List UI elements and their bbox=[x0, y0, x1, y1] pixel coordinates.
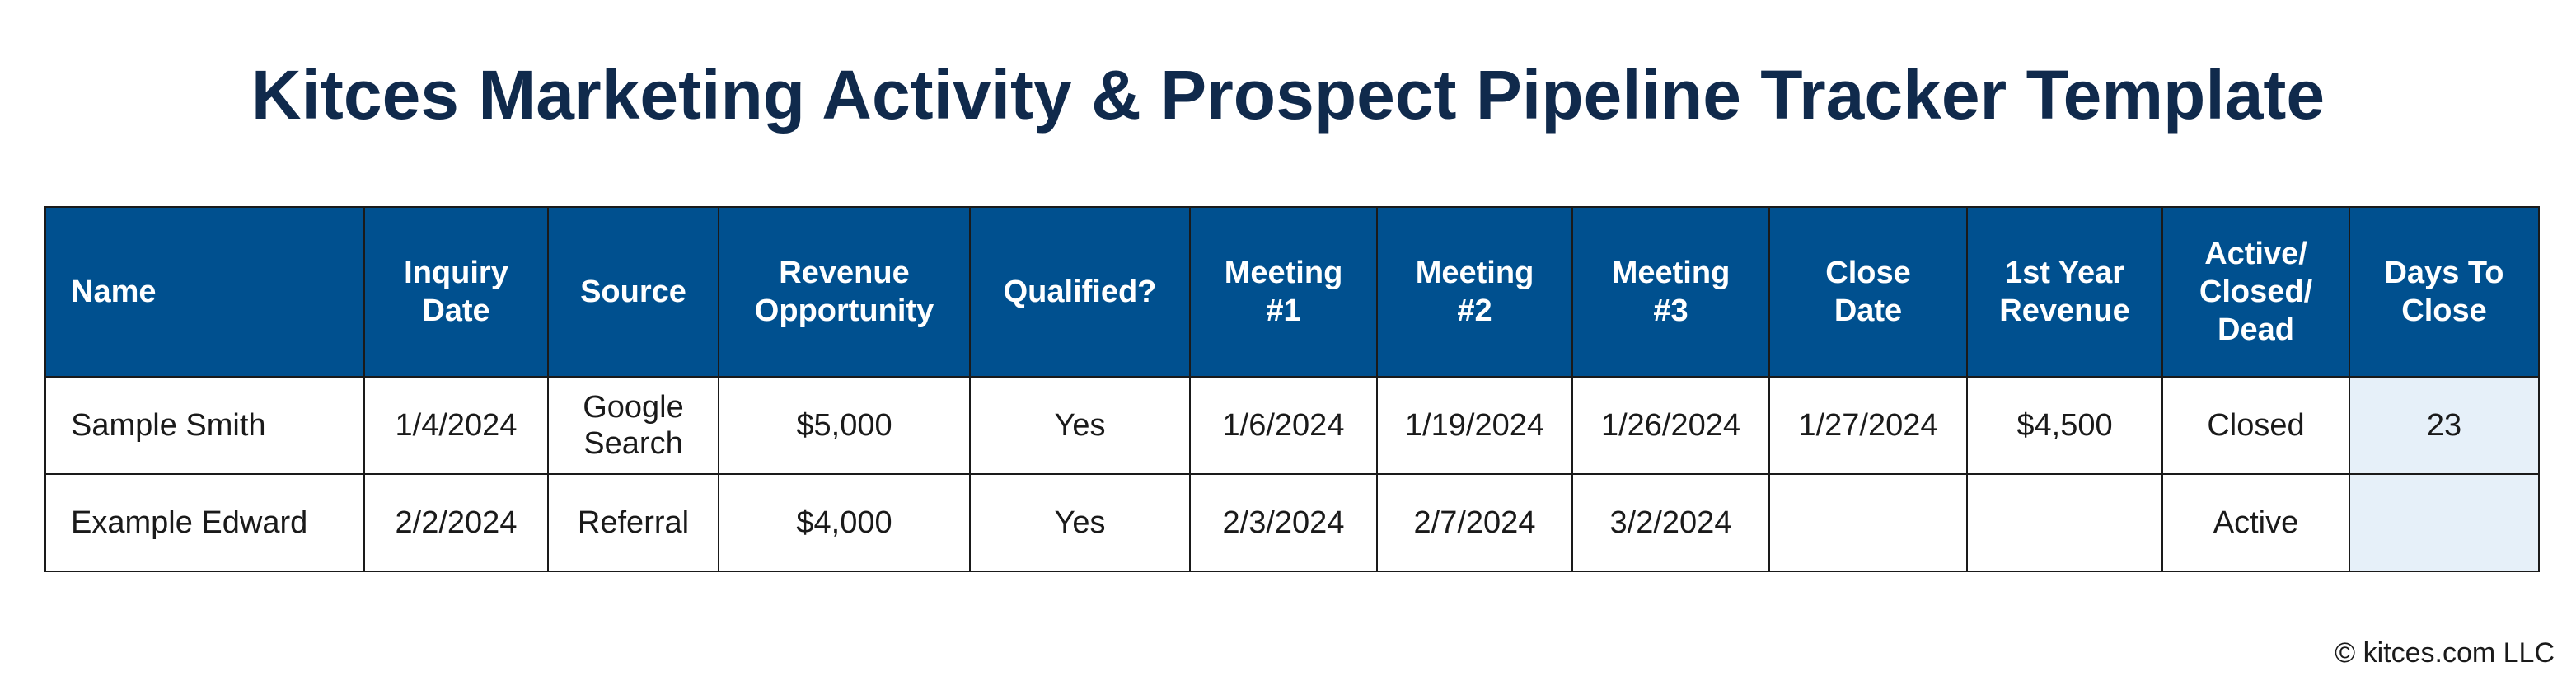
cell-name: Example Edward bbox=[44, 473, 365, 572]
header-name: Name bbox=[44, 206, 365, 378]
cell-meeting-2: 2/7/2024 bbox=[1376, 473, 1573, 572]
table-row: Example Edward 2/2/2024 Referral $4,000 … bbox=[44, 473, 2540, 572]
table-row: Sample Smith 1/4/2024 Google Search $5,0… bbox=[44, 376, 2540, 475]
cell-first-year-revenue bbox=[1966, 473, 2163, 572]
cell-meeting-1: 2/3/2024 bbox=[1189, 473, 1378, 572]
header-first-year-revenue: 1st Year Revenue bbox=[1966, 206, 2163, 378]
cell-meeting-2: 1/19/2024 bbox=[1376, 376, 1573, 475]
cell-revenue-opportunity: $4,000 bbox=[718, 473, 971, 572]
header-qualified: Qualified? bbox=[969, 206, 1191, 378]
cell-source: Referral bbox=[547, 473, 719, 572]
cell-status: Closed bbox=[2161, 376, 2350, 475]
page-title: Kitces Marketing Activity & Prospect Pip… bbox=[251, 56, 2325, 134]
header-meeting-2: Meeting #2 bbox=[1376, 206, 1573, 378]
header-row: Name Inquiry Date Source Revenue Opportu… bbox=[44, 206, 2540, 378]
header-meeting-1: Meeting #1 bbox=[1189, 206, 1378, 378]
cell-meeting-1: 1/6/2024 bbox=[1189, 376, 1378, 475]
cell-meeting-3: 1/26/2024 bbox=[1571, 376, 1770, 475]
cell-qualified: Yes bbox=[969, 473, 1191, 572]
cell-qualified: Yes bbox=[969, 376, 1191, 475]
cell-revenue-opportunity: $5,000 bbox=[718, 376, 971, 475]
header-revenue-opportunity: Revenue Opportunity bbox=[718, 206, 971, 378]
pipeline-table: Name Inquiry Date Source Revenue Opportu… bbox=[44, 206, 2540, 572]
cell-source: Google Search bbox=[547, 376, 719, 475]
cell-status: Active bbox=[2161, 473, 2350, 572]
cell-days-to-close: 23 bbox=[2349, 376, 2540, 475]
cell-close-date: 1/27/2024 bbox=[1768, 376, 1968, 475]
cell-close-date bbox=[1768, 473, 1968, 572]
header-source: Source bbox=[547, 206, 719, 378]
cell-first-year-revenue: $4,500 bbox=[1966, 376, 2163, 475]
header-status: Active/ Closed/ Dead bbox=[2161, 206, 2350, 378]
cell-name: Sample Smith bbox=[44, 376, 365, 475]
header-inquiry-date: Inquiry Date bbox=[363, 206, 549, 378]
cell-inquiry-date: 1/4/2024 bbox=[363, 376, 549, 475]
cell-meeting-3: 3/2/2024 bbox=[1571, 473, 1770, 572]
header-days-to-close: Days To Close bbox=[2349, 206, 2540, 378]
cell-inquiry-date: 2/2/2024 bbox=[363, 473, 549, 572]
copyright-notice: © kitces.com LLC bbox=[2335, 637, 2555, 669]
header-close-date: Close Date bbox=[1768, 206, 1968, 378]
header-meeting-3: Meeting #3 bbox=[1571, 206, 1770, 378]
cell-days-to-close bbox=[2349, 473, 2540, 572]
